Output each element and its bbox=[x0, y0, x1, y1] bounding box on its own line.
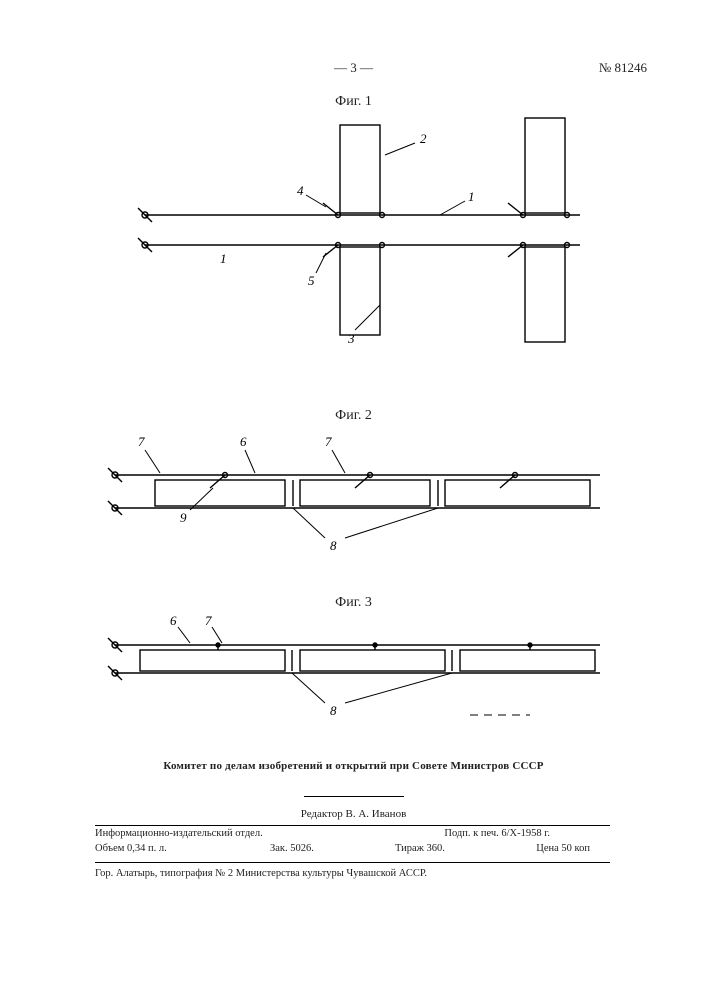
fig1-n4: 4 bbox=[297, 183, 304, 198]
fig1-n5: 5 bbox=[308, 273, 315, 288]
editor-line: Редактор В. А. Иванов bbox=[301, 808, 407, 820]
document-number: № 81246 bbox=[599, 60, 647, 76]
imprint-row-2: Объем 0,34 п. л. Зак. 5026. Тираж 360. Ц… bbox=[95, 843, 610, 859]
imprint-r1c1: Информационно-издательский отдел. bbox=[95, 828, 263, 839]
separator bbox=[304, 796, 404, 797]
imprint-r2c3: Тираж 360. bbox=[395, 843, 445, 854]
fig2-n6: 6 bbox=[240, 434, 247, 449]
imprint-r2c2: Зак. 5026. bbox=[270, 843, 314, 854]
committee-line: Комитет по делам изобретений и открытий … bbox=[163, 760, 543, 772]
imprint-rule-bottom bbox=[95, 862, 610, 863]
imprint-row-1: Информационно-издательский отдел. Подп. … bbox=[95, 828, 610, 844]
imprint-r2c4: Цена 50 коп bbox=[536, 843, 590, 854]
imprint-r2c1: Объем 0,34 п. л. bbox=[95, 843, 167, 854]
fig2-n9: 9 bbox=[180, 510, 187, 525]
fig1-n2: 2 bbox=[420, 131, 427, 146]
fig1-n1b: 1 bbox=[468, 189, 475, 204]
fig2-n7a: 7 bbox=[138, 434, 145, 449]
fig1-label: Фиг. 1 bbox=[335, 94, 372, 110]
page-number: — 3 — bbox=[334, 60, 373, 76]
fig2-n8: 8 bbox=[330, 538, 337, 553]
fig2-label: Фиг. 2 bbox=[335, 408, 372, 424]
fig3-n7: 7 bbox=[205, 615, 212, 628]
fig1-n3: 3 bbox=[347, 331, 355, 346]
fig3-label: Фиг. 3 bbox=[335, 595, 372, 611]
fig3-n6: 6 bbox=[170, 615, 177, 628]
fig3-n8: 8 bbox=[330, 703, 337, 718]
fig2-n7b: 7 bbox=[325, 434, 332, 449]
fig1-n1: 1 bbox=[220, 251, 227, 266]
imprint-r1c2: Подп. к печ. 6/X-1958 г. bbox=[444, 828, 550, 839]
imprint-rule-top bbox=[95, 825, 610, 826]
fig2-diagram: 6 7 7 8 9 bbox=[100, 430, 610, 560]
fig1-diagram: 1 1 2 3 4 5 bbox=[130, 115, 590, 365]
fig3-diagram: 6 7 8 bbox=[100, 615, 610, 725]
